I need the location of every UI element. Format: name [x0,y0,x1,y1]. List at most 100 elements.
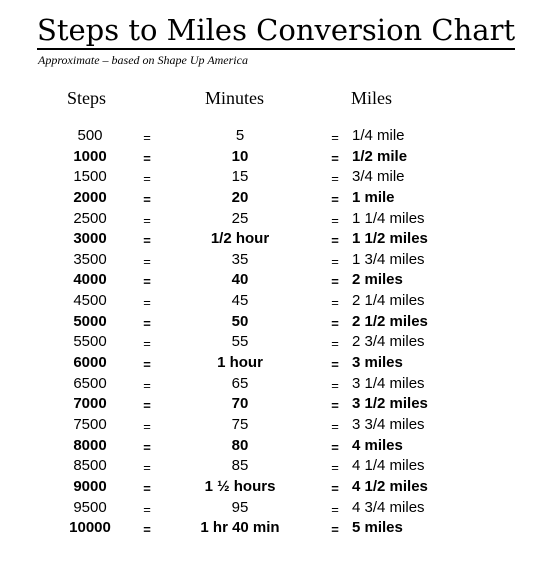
equals-sign: = [143,418,151,434]
equals-sign: = [143,357,151,373]
minutes-cell: 1 hr 40 min [200,519,280,537]
minutes-cell: 1 hour [217,354,263,372]
subtitle: Approximate – based on Shape Up America [38,53,248,67]
miles-cell: 1/2 mile [352,147,408,165]
equals-sign: = [331,191,339,207]
minutes-cell: 15 [231,168,249,186]
miles-cell: 2 1/2 miles [352,312,428,330]
equals-sign: = [331,233,339,249]
steps-cell: 9000 [73,477,107,495]
table-row: 7000 = 70 = 3 1/2 miles [0,394,538,415]
equals-sign: = [331,460,339,476]
conversion-table: 500 = 5 = 1/4 mile 1000 = 10 = 1/2 mile 1500 = 15 = 3/… [0,126,538,539]
equals-sign: = [331,480,339,496]
table-row: 5500 = 55 = 2 3/4 miles [0,332,538,353]
equals-sign: = [143,253,151,269]
table-row: 10000 = 1 hr 40 min = 5 miles [0,518,538,539]
table-row: 1000 = 10 = 1/2 mile [0,147,538,168]
equals-sign: = [331,439,339,455]
equals-sign: = [143,501,151,517]
minutes-cell: 85 [231,457,249,475]
equals-sign: = [331,150,339,166]
minutes-cell: 40 [231,271,249,289]
miles-cell: 1/4 mile [352,127,405,144]
miles-cell: 2 1/4 miles [352,292,425,310]
table-row: 9000 = 1 ½ hours = 4 1/2 miles [0,477,538,498]
miles-cell: 2 miles [352,271,403,289]
steps-cell: 9500 [73,498,107,516]
steps-cell: 1500 [73,168,107,186]
table-row: 3000 = 1/2 hour = 1 1/2 miles [0,229,538,250]
steps-cell: 7000 [73,395,107,413]
table-row: 8000 = 80 = 4 miles [0,436,538,457]
minutes-cell: 5 [235,127,245,144]
minutes-cell: 75 [231,415,249,433]
equals-sign: = [143,130,151,145]
equals-sign: = [331,398,339,414]
miles-cell: 3 3/4 miles [352,415,425,433]
steps-cell: 7500 [73,415,107,433]
minutes-cell: 35 [231,250,249,268]
table-row: 6500 = 65 = 3 1/4 miles [0,374,538,395]
equals-sign: = [143,233,151,249]
minutes-cell: 80 [231,436,249,454]
miles-cell: 4 3/4 miles [352,498,425,516]
miles-cell: 2 3/4 miles [352,333,425,351]
page-title: Steps to Miles Conversion Chart [37,12,516,50]
minutes-cell: 10 [231,147,249,165]
minutes-cell: 95 [231,498,249,516]
steps-cell: 6000 [73,354,107,372]
minutes-cell: 45 [231,292,249,310]
equals-sign: = [331,253,339,269]
miles-cell: 4 1/4 miles [352,457,425,475]
steps-cell: 2000 [73,188,107,206]
miles-cell: 1 1/2 miles [352,230,428,248]
equals-sign: = [143,480,151,496]
steps-cell: 2500 [73,209,107,227]
equals-sign: = [143,377,151,393]
miles-cell: 3 1/2 miles [352,395,428,413]
equals-sign: = [331,522,339,538]
table-row: 7500 = 75 = 3 3/4 miles [0,415,538,436]
steps-cell: 500 [77,127,103,144]
equals-sign: = [143,274,151,290]
minutes-cell: 55 [231,333,249,351]
table-row: 4500 = 45 = 2 1/4 miles [0,291,538,312]
equals-sign: = [331,212,339,228]
table-row: 3500 = 35 = 1 3/4 miles [0,250,538,271]
miles-cell: 5 miles [352,519,403,537]
steps-cell: 3500 [73,250,107,268]
equals-sign: = [331,274,339,290]
equals-sign: = [331,295,339,311]
table-row: 5000 = 50 = 2 1/2 miles [0,312,538,333]
equals-sign: = [143,295,151,311]
miles-cell: 1 1/4 miles [352,209,425,227]
equals-sign: = [143,191,151,207]
minutes-cell: 50 [231,312,249,330]
minutes-cell: 25 [231,209,249,227]
miles-cell: 4 miles [352,436,403,454]
steps-cell: 3000 [73,230,107,248]
table-row: 1500 = 15 = 3/4 mile [0,167,538,188]
steps-cell: 4500 [73,292,107,310]
steps-cell: 10000 [69,519,111,537]
steps-cell: 8500 [73,457,107,475]
equals-sign: = [331,171,339,187]
minutes-header: Minutes [205,88,265,108]
minutes-cell: 70 [231,395,249,413]
steps-cell: 6500 [73,374,107,392]
equals-sign: = [143,212,151,228]
equals-sign: = [331,377,339,393]
steps-cell: 8000 [73,436,107,454]
equals-sign: = [331,501,339,517]
table-row: 500 = 5 = 1/4 mile [0,126,538,147]
minutes-cell: 20 [231,188,249,206]
equals-sign: = [331,418,339,434]
steps-cell: 4000 [73,271,107,289]
equals-sign: = [331,357,339,373]
miles-cell: 3 miles [352,354,403,372]
equals-sign: = [331,130,339,145]
minutes-cell: 1/2 hour [210,230,270,248]
column-headers: Steps Minutes Miles [0,86,538,110]
steps-cell: 1000 [73,147,107,165]
